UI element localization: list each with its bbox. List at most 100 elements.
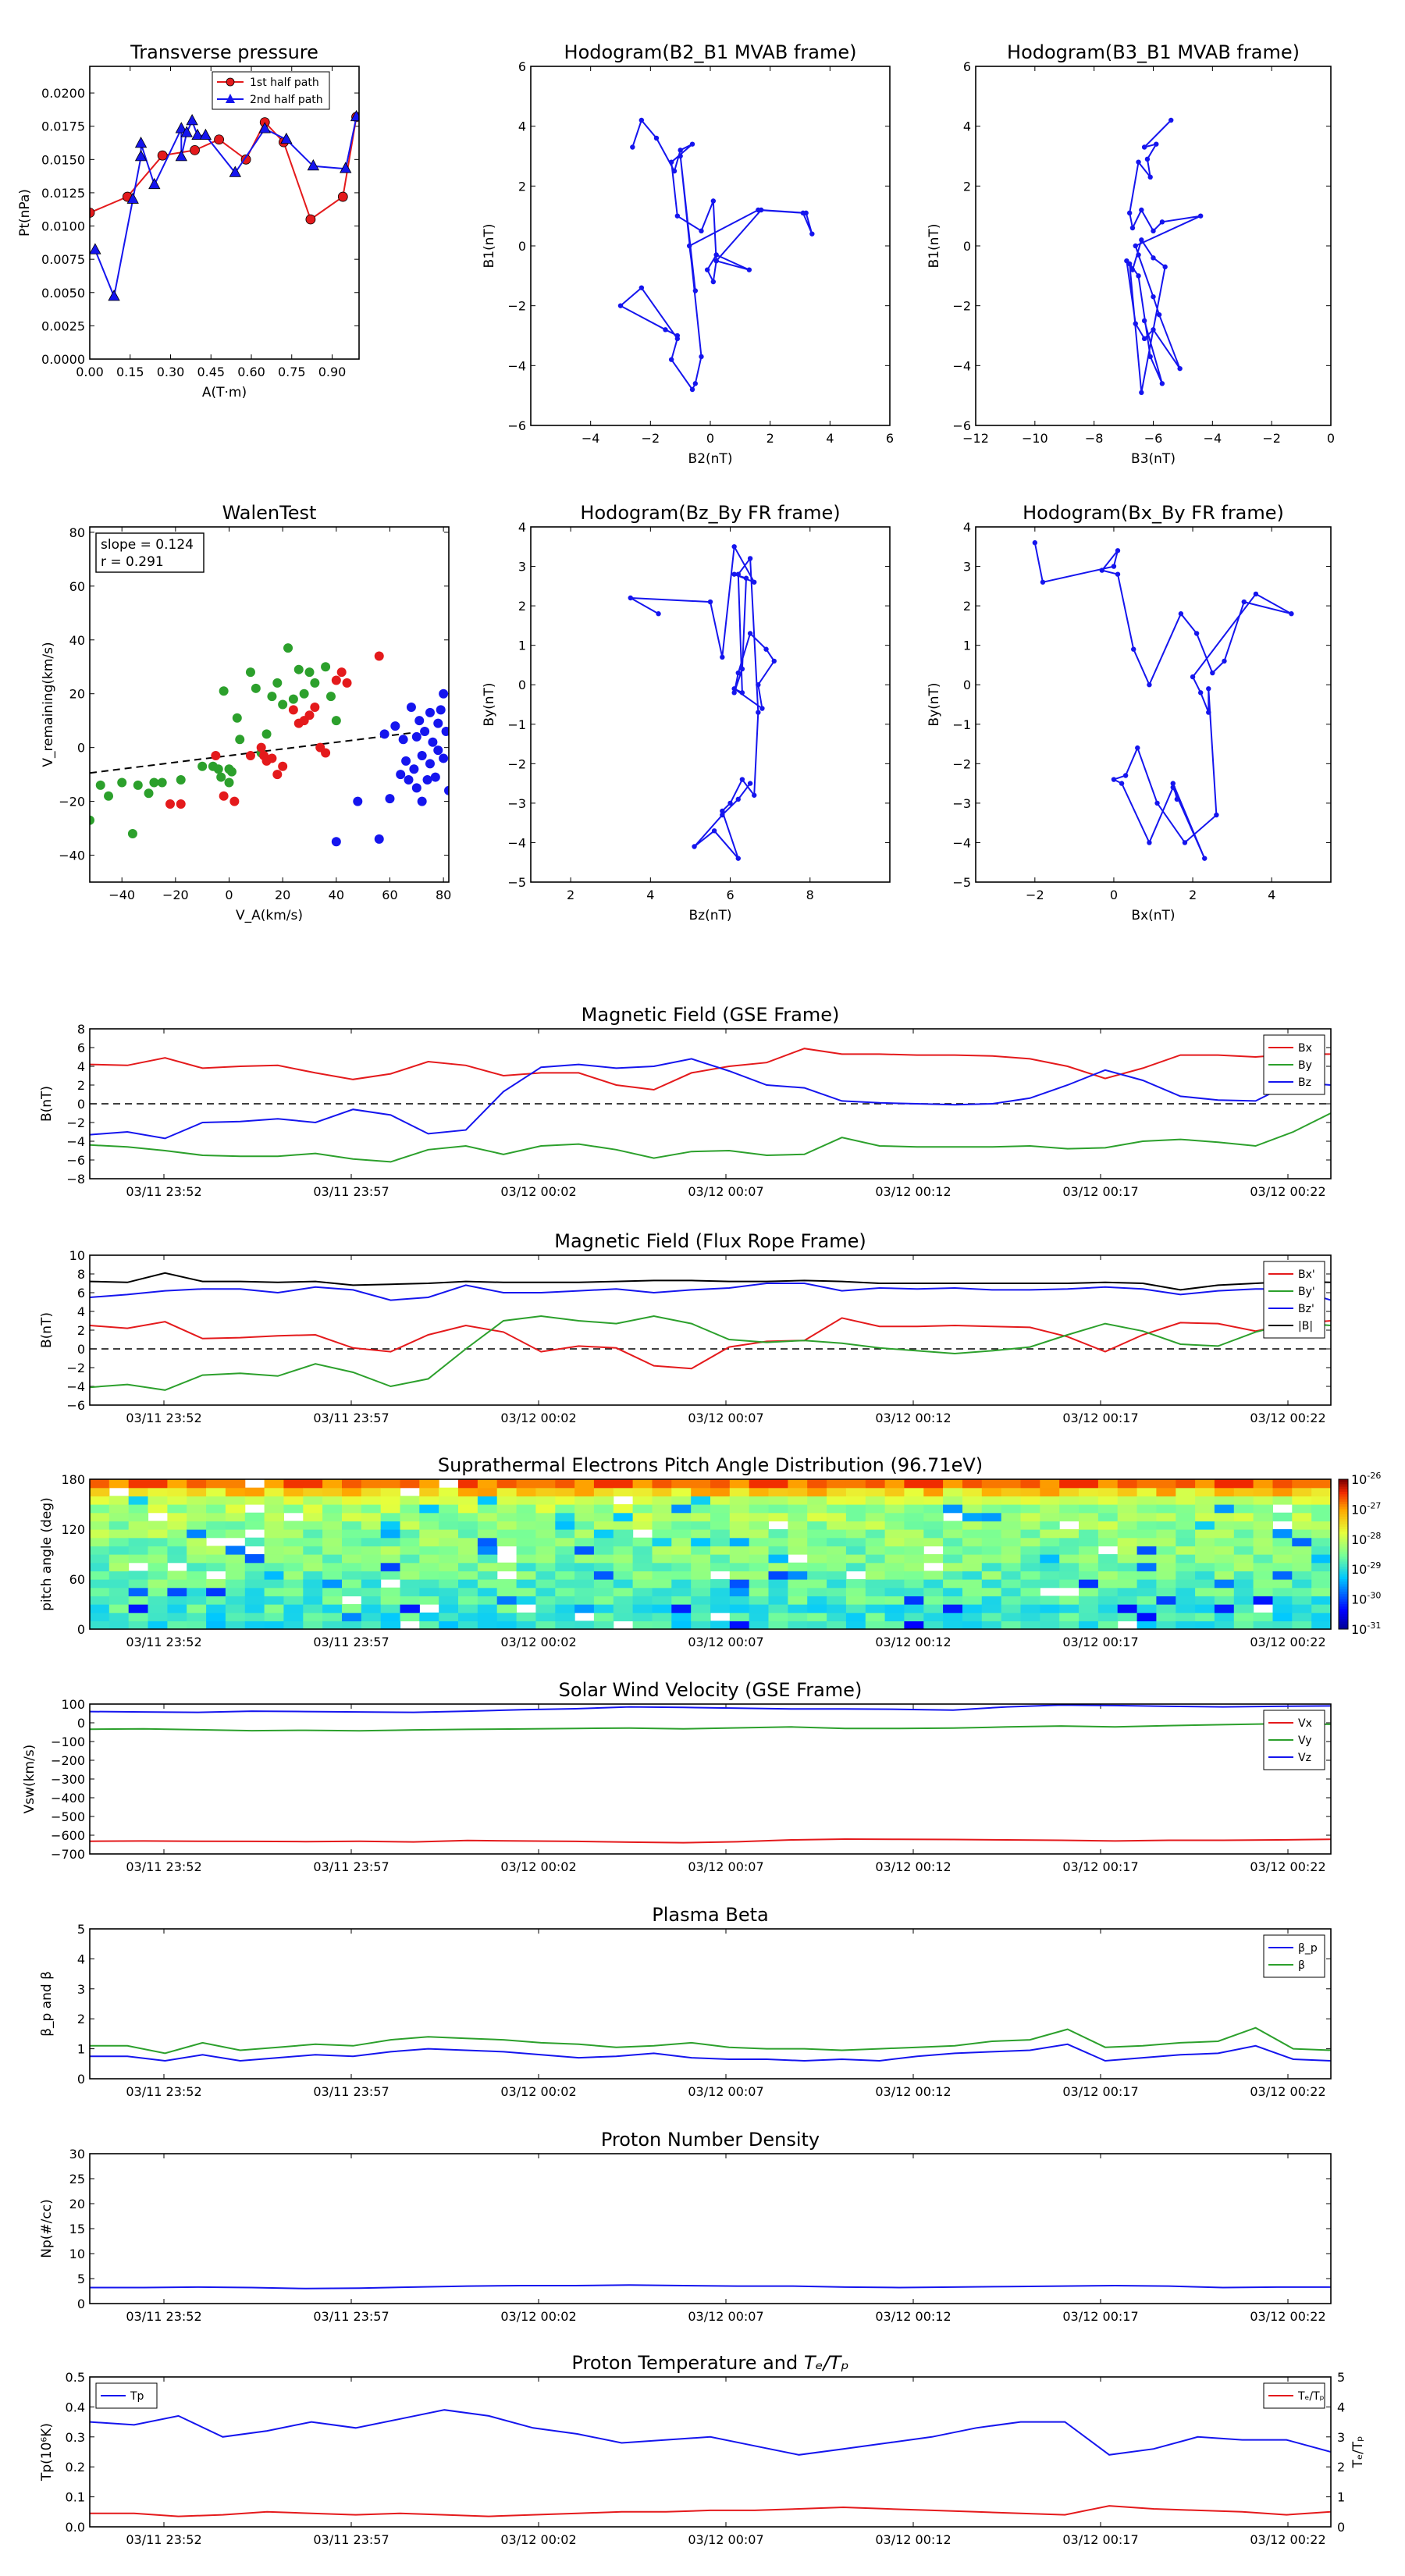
heatmap-cell <box>108 1587 130 1596</box>
heatmap-cell <box>1233 1521 1254 1530</box>
scatter-point <box>420 726 430 736</box>
heatmap-cell <box>845 1579 866 1589</box>
heatmap-cell <box>574 1621 595 1629</box>
time-tick-label: 03/12 00:12 <box>875 1184 951 1199</box>
heatmap-cell <box>419 1546 439 1555</box>
y2-tick-label: 4 <box>1337 2400 1345 2414</box>
heatmap-cell <box>1272 1604 1293 1614</box>
heatmap-cell <box>1001 1537 1022 1546</box>
heatmap-cell <box>788 1596 808 1605</box>
heatmap-cell <box>943 1587 963 1596</box>
heatmap-cell <box>535 1604 556 1614</box>
heatmap-cell <box>187 1546 207 1555</box>
fit-line <box>90 731 412 774</box>
colorbar-tick-label: 10-30 <box>1351 1591 1381 1607</box>
colorbar-segment <box>1339 1494 1348 1497</box>
heatmap-cell <box>749 1596 770 1605</box>
heatmap-cell <box>884 1529 905 1539</box>
legend-label: Vx <box>1298 1717 1312 1730</box>
heatmap-cell <box>807 1621 827 1629</box>
heatmap-cell <box>1117 1554 1138 1564</box>
heatmap-cell <box>555 1487 575 1496</box>
x-tick-label: −2 <box>1262 431 1281 446</box>
heatmap-cell <box>691 1512 711 1521</box>
data-point <box>1154 800 1160 806</box>
heatmap-cell <box>419 1537 439 1546</box>
triangle-marker <box>108 290 120 301</box>
heatmap-cell <box>516 1512 536 1521</box>
heatmap-cell <box>206 1596 226 1605</box>
heatmap-cell <box>1040 1579 1060 1589</box>
time-tick-label: 03/12 00:07 <box>688 1411 763 1425</box>
t4-panel: Solar Wind Velocity (GSE Frame)Vsw(km/s)… <box>22 1679 1332 1874</box>
heatmap-cell <box>303 1587 323 1596</box>
heatmap-cell <box>380 1612 401 1621</box>
heatmap-cell <box>1214 1504 1235 1514</box>
heatmap-cell <box>788 1579 808 1589</box>
heatmap-cell <box>593 1587 614 1596</box>
heatmap-cell <box>108 1537 130 1546</box>
heatmap-cell <box>128 1479 149 1489</box>
heatmap-cell <box>535 1571 556 1580</box>
heatmap-cell <box>710 1554 731 1564</box>
heatmap-cell <box>865 1537 886 1546</box>
heatmap-cell <box>1311 1621 1331 1629</box>
heatmap-cell <box>1020 1612 1040 1621</box>
heatmap-cell <box>1176 1546 1196 1555</box>
y-tick-label: 0 <box>77 2072 85 2087</box>
time-tick-label: 03/12 00:12 <box>875 1635 951 1649</box>
heatmap-cell <box>749 1496 770 1505</box>
y-tick-label: 0 <box>518 239 526 254</box>
heatmap-cell <box>1214 1529 1235 1539</box>
heatmap-cell <box>613 1529 634 1539</box>
x-tick-label: 4 <box>826 431 834 446</box>
heatmap-cell <box>128 1604 149 1614</box>
heatmap-cell <box>652 1512 672 1521</box>
heatmap-cell <box>1292 1596 1312 1605</box>
data-point <box>1193 631 1200 636</box>
heatmap-cell <box>322 1546 343 1555</box>
legend: Bx'By'Bz'|B| <box>1263 1261 1325 1339</box>
heatmap-cell <box>1059 1487 1080 1496</box>
legend-label: β <box>1298 1959 1305 1972</box>
colorbar-segment <box>1339 1592 1348 1595</box>
heatmap-cell <box>845 1612 866 1621</box>
heatmap-cell <box>187 1479 207 1489</box>
heatmap-cell <box>1156 1604 1176 1614</box>
heatmap-cell <box>962 1496 983 1505</box>
heatmap-cell <box>904 1496 924 1505</box>
heatmap-cell <box>943 1571 963 1580</box>
heatmap-cell <box>516 1621 536 1629</box>
data-point <box>731 571 737 577</box>
scatter-point <box>428 737 438 747</box>
series-line-Vx <box>90 1838 1331 1844</box>
heatmap-cell <box>206 1479 226 1489</box>
heatmap-cell <box>943 1596 963 1605</box>
heatmap-cell <box>729 1579 750 1589</box>
heatmap-cell <box>1059 1504 1080 1514</box>
y-tick-label: 8 <box>77 1267 85 1282</box>
heatmap-cell <box>264 1554 284 1564</box>
heatmap-cell <box>1097 1496 1119 1505</box>
heatmap-cell <box>1292 1587 1312 1596</box>
heatmap-cell <box>768 1546 788 1555</box>
heatmap-cell <box>244 1512 265 1521</box>
scatter-point <box>406 702 416 712</box>
heatmap-cell <box>1214 1571 1235 1580</box>
chart-title: Proton Number Density <box>601 2129 820 2151</box>
heatmap-cell <box>380 1546 401 1555</box>
x-tick-label: 40 <box>329 888 344 902</box>
heatmap-cell <box>1001 1621 1022 1629</box>
heatmap-cell <box>1233 1554 1254 1564</box>
data-point <box>1151 255 1156 261</box>
heatmap-cell <box>439 1612 459 1621</box>
heatmap-cell <box>380 1521 401 1530</box>
heatmap-cell <box>593 1546 614 1555</box>
heatmap-cell <box>361 1546 382 1555</box>
heatmap-cell <box>283 1596 304 1605</box>
heatmap-cell <box>632 1487 653 1496</box>
scatter-point <box>398 735 408 745</box>
heatmap-cell <box>710 1546 731 1555</box>
x-tick-label: −4 <box>1204 431 1222 446</box>
heatmap-cell <box>342 1512 362 1521</box>
